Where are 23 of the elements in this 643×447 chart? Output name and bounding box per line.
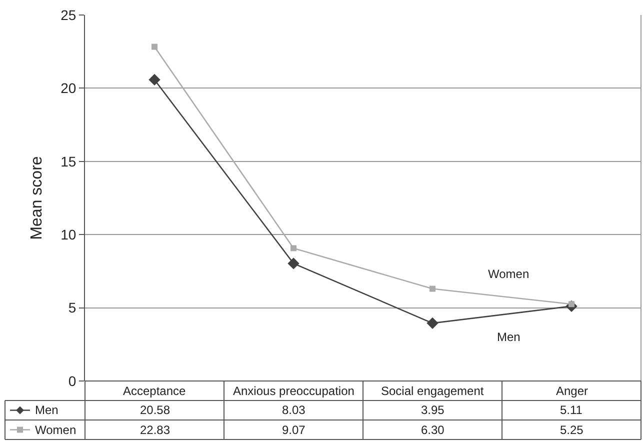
text: 9.07 bbox=[282, 423, 306, 437]
text: Men bbox=[497, 330, 520, 344]
x-tick-label: Anger bbox=[556, 384, 588, 398]
y-tick-label: 25 bbox=[60, 6, 76, 23]
x-tick-label: Acceptance bbox=[123, 384, 186, 398]
text: 8.03 bbox=[282, 403, 306, 417]
text: 5.11 bbox=[560, 403, 582, 417]
y-tick-label: 5 bbox=[68, 300, 76, 316]
text: 3.95 bbox=[421, 403, 444, 417]
legend-label: Men bbox=[35, 403, 58, 417]
y-tick-label: 15 bbox=[60, 153, 76, 170]
text: 20.58 bbox=[140, 403, 170, 417]
text: 5.25 bbox=[560, 423, 584, 437]
text: Women bbox=[488, 267, 530, 281]
x-tick-label: Social engagement bbox=[381, 384, 484, 398]
y-tick-label: 20 bbox=[60, 80, 76, 96]
y-tick-label: 10 bbox=[60, 226, 76, 242]
text: 22.83 bbox=[140, 423, 170, 437]
y-axis-title: Mean score bbox=[28, 156, 46, 240]
legend-label: Women bbox=[35, 423, 76, 437]
text: 6.30 bbox=[421, 423, 444, 437]
x-tick-label: Anxious preoccupation bbox=[233, 384, 354, 398]
y-tick-label: 0 bbox=[68, 372, 76, 389]
